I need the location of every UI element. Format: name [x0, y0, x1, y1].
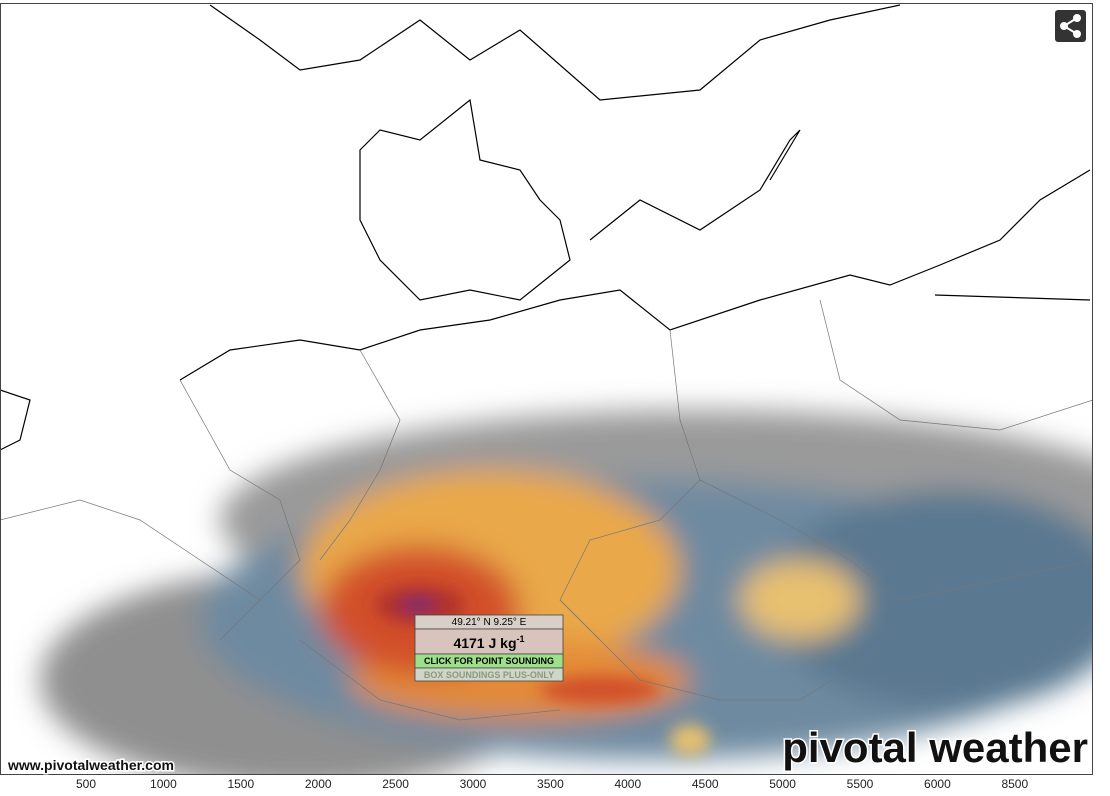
- borders: [0, 299, 1093, 721]
- popup-coordinates: 49.21° N 9.25° E: [452, 617, 527, 628]
- watermark: www.pivotalweather.com: [7, 757, 174, 773]
- point-popup: 49.21° N 9.25° E 4171 J kg-1 CLICK FOR P…: [414, 614, 564, 682]
- share-button-bg[interactable]: [1055, 10, 1086, 42]
- colorbar-label: 5500: [847, 777, 874, 791]
- colorbar-label: 500: [76, 777, 96, 791]
- colorbar-label: 4000: [614, 777, 641, 791]
- coastlines: [0, 4, 1091, 451]
- colorbar-label: 8500: [1001, 777, 1028, 791]
- map-frame: [0, 3, 1093, 775]
- colorbar-label: 1000: [150, 777, 177, 791]
- popup-unit: J kg: [489, 635, 517, 651]
- logo: pivotal weather: [782, 724, 1088, 771]
- colorbar-label: 4500: [692, 777, 719, 791]
- colorbar-label: 3500: [537, 777, 564, 791]
- popup-value-line: 4171 J kg-1: [453, 634, 524, 651]
- popup-value-box: [414, 628, 564, 655]
- box-sounding-note: BOX SOUNDINGS PLUS-ONLY: [424, 670, 554, 680]
- colorbar-label: 3000: [460, 777, 487, 791]
- colorbar-label: 1500: [227, 777, 254, 791]
- share-icon[interactable]: [1060, 14, 1081, 38]
- colorbar: 500 1000 1500 2000 2500 3000 3500 4000 4500 5000 5…: [76, 777, 1028, 791]
- share-button[interactable]: [1055, 10, 1086, 42]
- colorbar-label: 5000: [769, 777, 796, 791]
- popup-unit-exponent: -1: [517, 634, 525, 644]
- colorbar-label: 6000: [924, 777, 951, 791]
- colorbar-label: 2500: [382, 777, 409, 791]
- point-sounding-label[interactable]: CLICK FOR POINT SOUNDING: [424, 656, 554, 666]
- popup-value: 4171: [453, 635, 484, 651]
- colorbar-label: 2000: [305, 777, 332, 791]
- box-sounding-row: [414, 667, 564, 682]
